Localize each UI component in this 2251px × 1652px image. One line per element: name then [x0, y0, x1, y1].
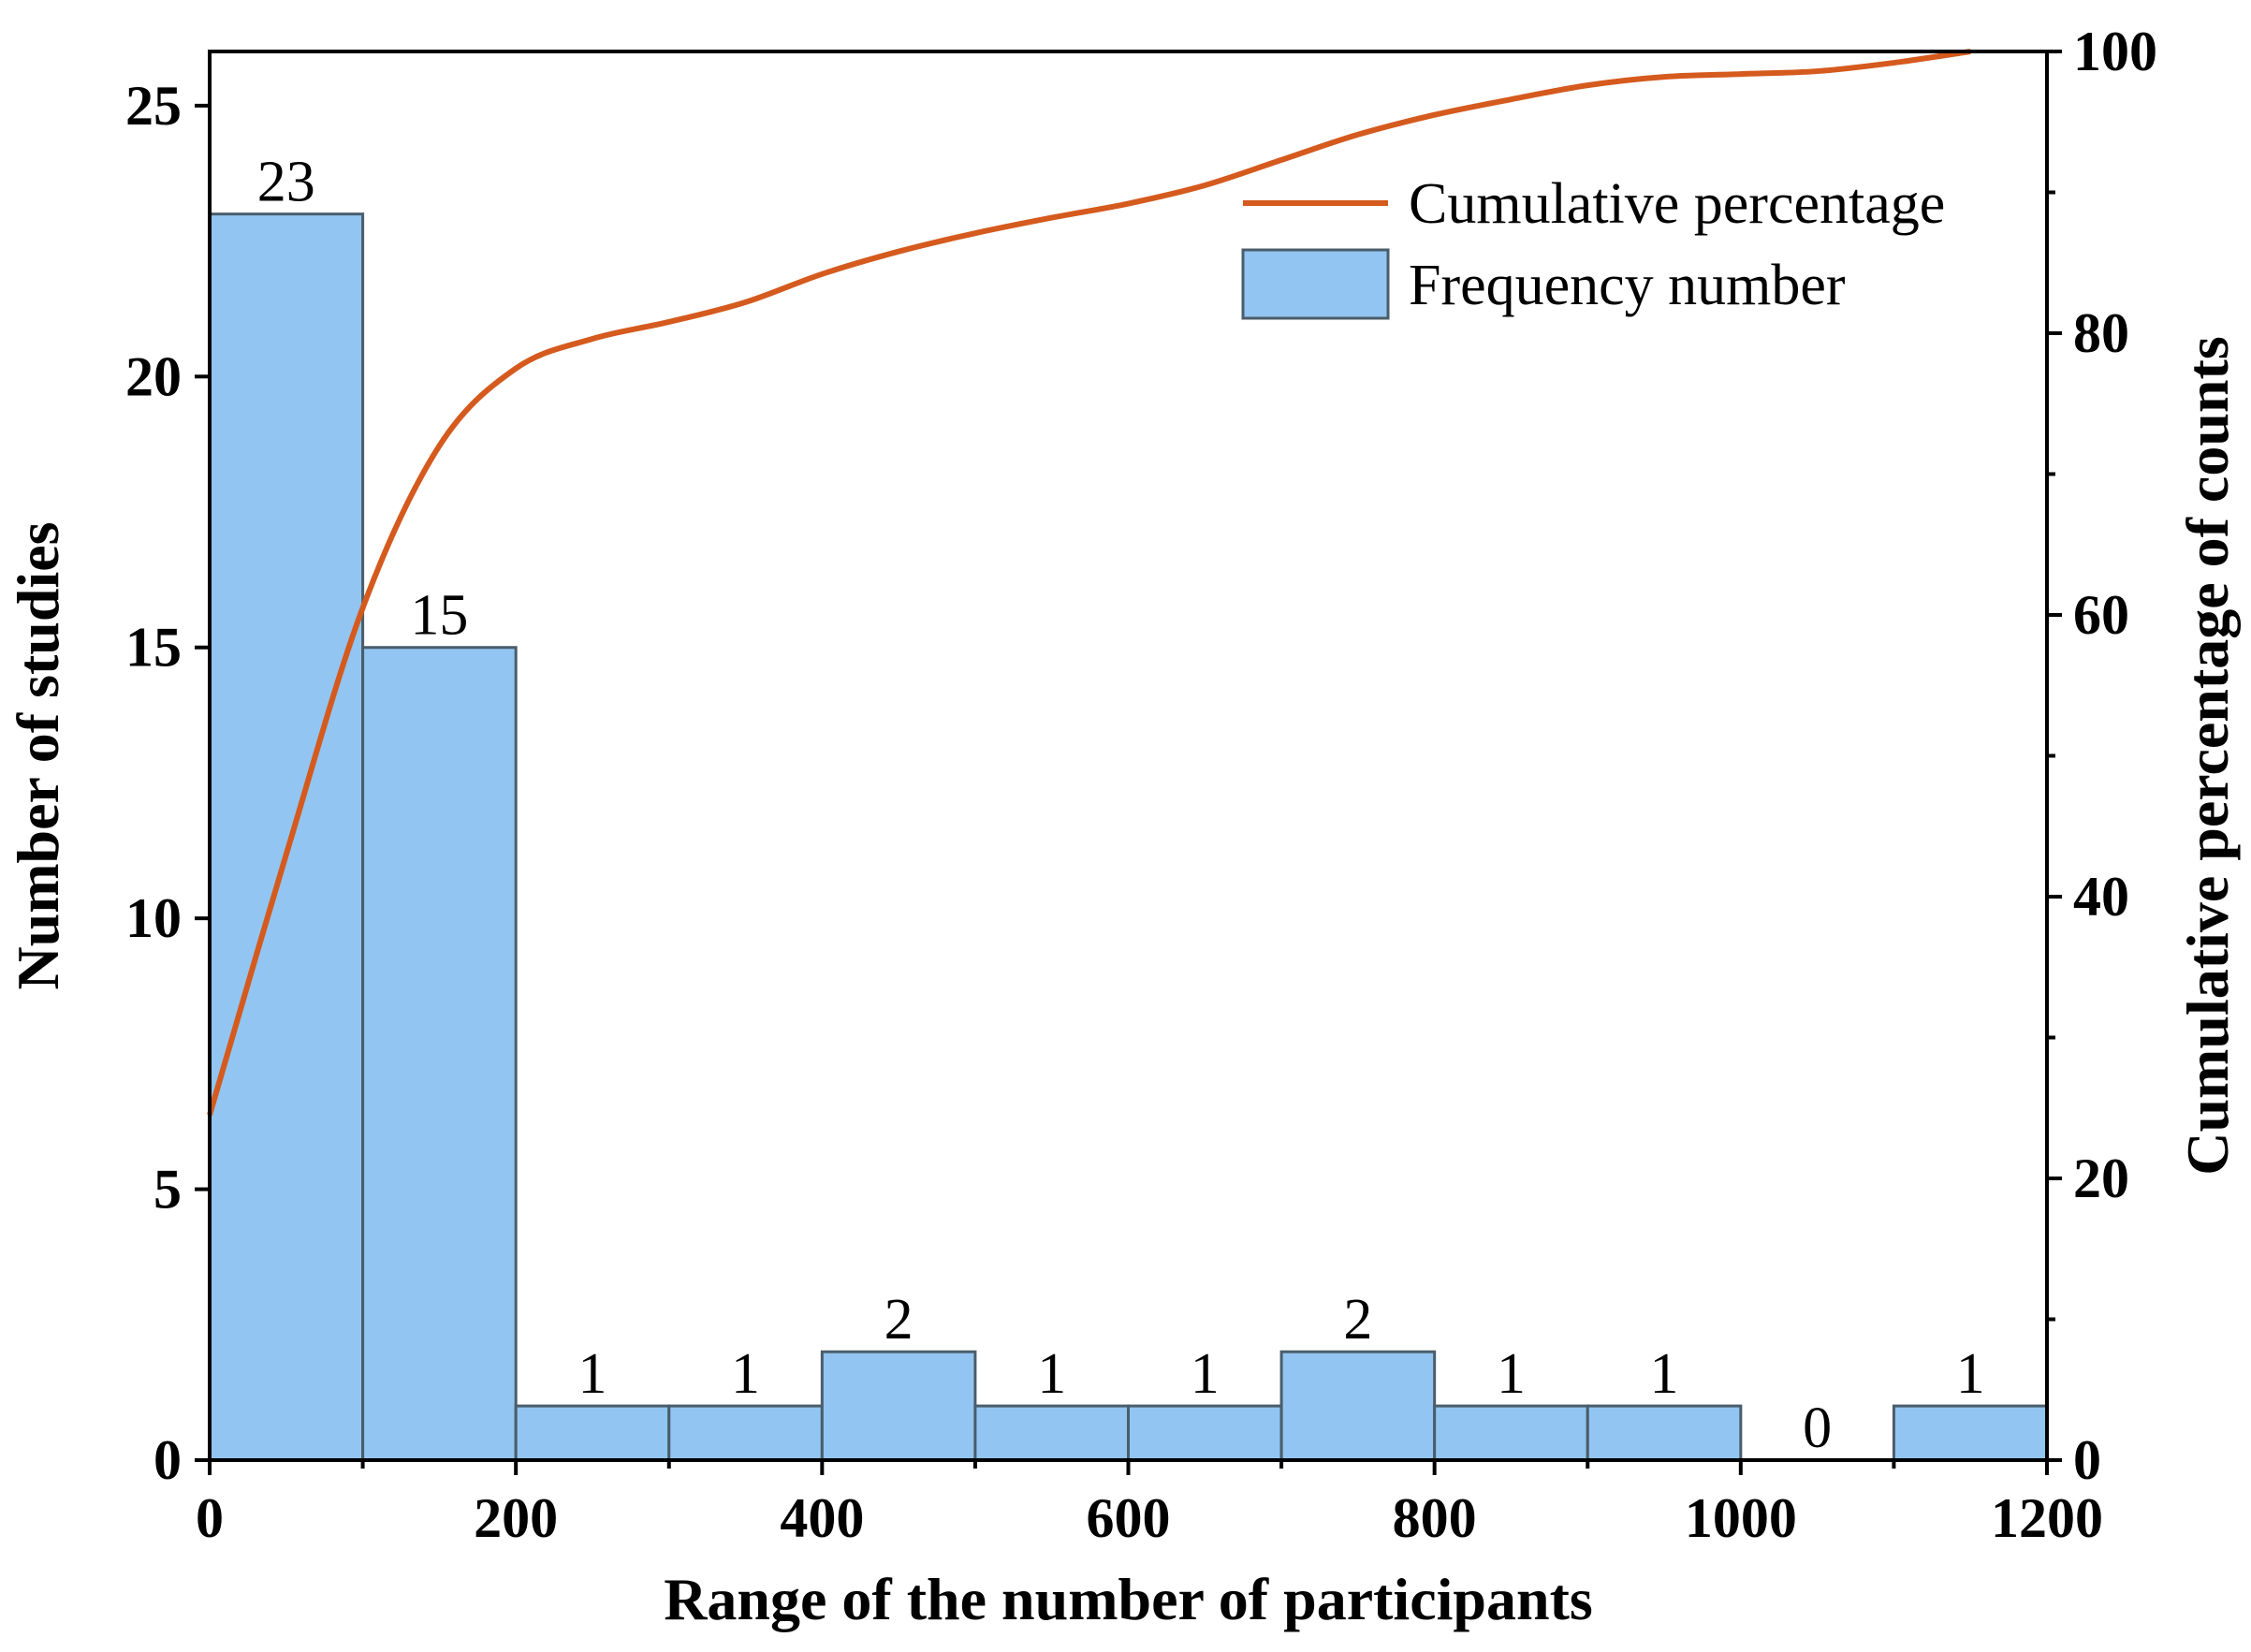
y-tick-label: 5 — [153, 1159, 182, 1221]
x-tick-label: 1200 — [1991, 1487, 2103, 1549]
bar-3 — [667, 1404, 824, 1462]
x-axis-title: Range of the number of participants — [664, 1566, 1593, 1632]
bar-value-label-3: 1 — [731, 1342, 760, 1406]
bar-2 — [514, 1404, 671, 1462]
y-tick-label: 25 — [125, 75, 182, 137]
y2-axis-title: Cumulative percentage of counts — [2174, 336, 2241, 1176]
bar-value-label-11: 1 — [1956, 1342, 1985, 1406]
x-tick-label: 0 — [196, 1487, 224, 1549]
x-tick-label: 800 — [1393, 1487, 1477, 1549]
bar-11 — [1892, 1404, 2049, 1462]
bar-value-label-9: 1 — [1650, 1342, 1679, 1406]
bar-value-label-8: 1 — [1497, 1342, 1526, 1406]
y2-tick-label: 80 — [2073, 302, 2129, 364]
bar-6 — [1127, 1404, 1283, 1462]
cumulative-percentage-line — [207, 49, 1971, 1117]
y2-tick-label: 20 — [2073, 1148, 2129, 1209]
bar-value-label-6: 1 — [1191, 1342, 1220, 1406]
bar-0 — [208, 212, 365, 1462]
y-axis-ticks: 0 5 10 15 20 25 — [125, 75, 210, 1491]
y-tick-label: 0 — [153, 1429, 182, 1491]
y2-tick-label: 40 — [2073, 866, 2129, 928]
y2-tick-label: 100 — [2073, 21, 2157, 82]
x-tick-label: 400 — [780, 1487, 864, 1549]
bar-value-label-10: 0 — [1803, 1396, 1832, 1460]
bar-8 — [1433, 1404, 1589, 1462]
y2-axis-ticks: 0 20 40 60 80 100 — [2047, 21, 2157, 1491]
bar-5 — [973, 1404, 1130, 1462]
y-tick-label: 10 — [125, 887, 182, 949]
legend-label-cumulative: Cumulative percentage — [1409, 172, 1945, 236]
bar-value-label-7: 2 — [1343, 1288, 1372, 1352]
bar-value-label-4: 2 — [884, 1288, 914, 1352]
bar-value-label-5: 1 — [1037, 1342, 1066, 1406]
y2-tick-label: 60 — [2073, 584, 2129, 646]
bar-value-label-1: 15 — [410, 584, 468, 648]
bar-value-label-0: 23 — [257, 151, 315, 214]
x-axis-ticks: 0 200 400 600 800 1000 1200 — [196, 1460, 2103, 1549]
x-tick-label: 600 — [1087, 1487, 1171, 1549]
y-tick-label: 15 — [125, 617, 182, 679]
x-tick-label: 200 — [474, 1487, 558, 1549]
bar-4 — [820, 1350, 977, 1462]
bar-value-label-2: 1 — [577, 1342, 607, 1406]
legend-bar-swatch — [1241, 248, 1390, 320]
x-tick-label: 1000 — [1685, 1487, 1797, 1549]
y-axis-title: Number of studies — [5, 521, 71, 989]
bar-7 — [1279, 1350, 1437, 1462]
legend-label-frequency: Frequency number — [1409, 254, 1846, 317]
y-tick-label: 20 — [125, 345, 182, 407]
bars-group — [208, 212, 2049, 1462]
legend: Cumulative percentage Frequency number — [1241, 172, 1945, 320]
bar-9 — [1586, 1404, 1743, 1462]
bar-1 — [361, 646, 518, 1462]
y2-tick-label: 0 — [2073, 1429, 2101, 1491]
bar-labels-group: 23 15 1 1 2 1 1 2 1 1 0 1 — [257, 151, 1985, 1460]
